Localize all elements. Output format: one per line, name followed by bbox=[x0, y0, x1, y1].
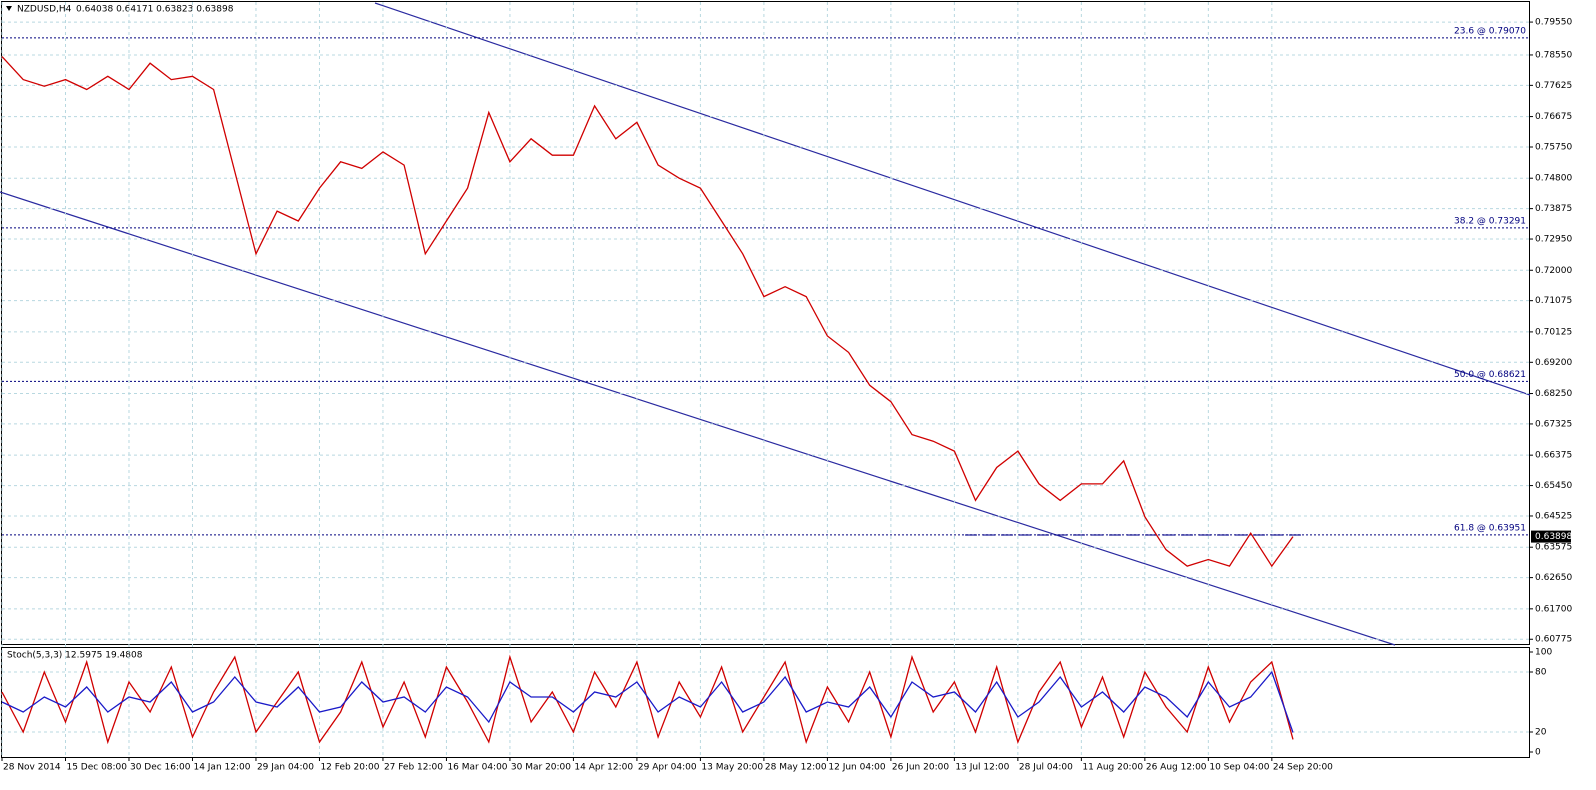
y-tick-label: 0.60775 bbox=[1535, 635, 1572, 645]
y-tick-label: 0.70125 bbox=[1535, 327, 1572, 337]
y-tick-label: 20 bbox=[1535, 728, 1547, 738]
y-tick-label: 0.78550 bbox=[1535, 50, 1572, 60]
stoch-title: Stoch(5,3,3) 12.5975 19.4808 bbox=[7, 651, 143, 661]
y-tick-label: 0 bbox=[1535, 748, 1541, 758]
x-tick-label: 29 Apr 04:00 bbox=[638, 763, 697, 773]
y-tick-label: 0.61700 bbox=[1535, 604, 1572, 614]
x-tick-label: 14 Jan 12:00 bbox=[193, 763, 250, 773]
y-tick-label: 80 bbox=[1535, 668, 1547, 678]
y-tick-label: 0.79550 bbox=[1535, 18, 1572, 28]
stoch-panel-border bbox=[1, 647, 1530, 758]
x-tick-label: 26 Jun 20:00 bbox=[892, 763, 949, 773]
x-tick-label: 13 May 20:00 bbox=[701, 763, 763, 773]
y-tick-label: 0.74800 bbox=[1535, 174, 1572, 184]
stoch-line bbox=[1, 654, 1294, 745]
x-tick-label: 29 Jan 04:00 bbox=[257, 763, 314, 773]
x-tick-label: 11 Aug 20:00 bbox=[1082, 763, 1143, 773]
current-price-label: 0.63898 bbox=[1535, 532, 1572, 542]
price-line bbox=[1, 56, 1294, 568]
x-tick-label: 14 Apr 12:00 bbox=[574, 763, 633, 773]
x-tick-label: 27 Feb 12:00 bbox=[384, 763, 443, 773]
x-tick-label: 28 Nov 2014 bbox=[3, 763, 61, 773]
y-tick-label: 0.67325 bbox=[1535, 419, 1572, 429]
channel-upper bbox=[374, 2, 1531, 396]
y-tick-label: 0.77625 bbox=[1535, 81, 1572, 91]
x-tick-label: 16 Mar 04:00 bbox=[447, 763, 507, 773]
y-tick-label: 0.76675 bbox=[1535, 112, 1572, 122]
x-tick-label: 12 Feb 20:00 bbox=[320, 763, 379, 773]
y-tick-label: 0.75750 bbox=[1535, 142, 1572, 152]
fib-label: 23.6 @ 0.79070 bbox=[1454, 26, 1526, 36]
channel-lower bbox=[0, 191, 1396, 646]
x-tick-label: 12 Jun 04:00 bbox=[828, 763, 885, 773]
menu-arrow bbox=[6, 6, 12, 11]
drawings bbox=[0, 2, 1531, 646]
x-tick-label: 26 Aug 12:00 bbox=[1146, 763, 1207, 773]
x-tick-label: 30 Dec 16:00 bbox=[130, 763, 191, 773]
x-tick-label: 10 Sep 04:00 bbox=[1209, 763, 1269, 773]
y-tick-label: 0.68250 bbox=[1535, 389, 1572, 399]
chart-subtitle: 0.64038 0.64171 0.63823 0.63898 bbox=[76, 5, 234, 15]
y-tick-label: 0.71075 bbox=[1535, 296, 1572, 306]
fib-label: 50.0 @ 0.68621 bbox=[1454, 370, 1526, 380]
y-tick-label: 0.72950 bbox=[1535, 235, 1572, 245]
stoch-line bbox=[1, 670, 1294, 733]
y-tick-label: 0.66375 bbox=[1535, 451, 1572, 461]
y-tick-label: 0.69200 bbox=[1535, 358, 1572, 368]
y-tick-label: 0.62650 bbox=[1535, 573, 1572, 583]
y-tick-label: 0.73875 bbox=[1535, 204, 1572, 214]
x-tick-label: 15 Dec 08:00 bbox=[66, 763, 127, 773]
y-tick-label: 0.63575 bbox=[1535, 543, 1572, 553]
chart-title: NZDUSD,H4 bbox=[17, 5, 72, 15]
x-tick-label: 13 Jul 12:00 bbox=[955, 763, 1009, 773]
y-tick-label: 0.64525 bbox=[1535, 511, 1572, 521]
y-tick-label: 100 bbox=[1535, 648, 1552, 658]
y-tick-label: 0.65450 bbox=[1535, 481, 1572, 491]
current-price-box bbox=[1531, 530, 1571, 543]
y-tick-label: 0.72000 bbox=[1535, 266, 1572, 276]
fib-label: 38.2 @ 0.73291 bbox=[1454, 216, 1526, 226]
x-tick-label: 28 Jul 04:00 bbox=[1019, 763, 1073, 773]
fib-label: 61.8 @ 0.63951 bbox=[1454, 523, 1526, 533]
x-tick-label: 30 Mar 20:00 bbox=[511, 763, 571, 773]
x-tick-label: 24 Sep 20:00 bbox=[1273, 763, 1333, 773]
x-tick-label: 28 May 12:00 bbox=[765, 763, 827, 773]
